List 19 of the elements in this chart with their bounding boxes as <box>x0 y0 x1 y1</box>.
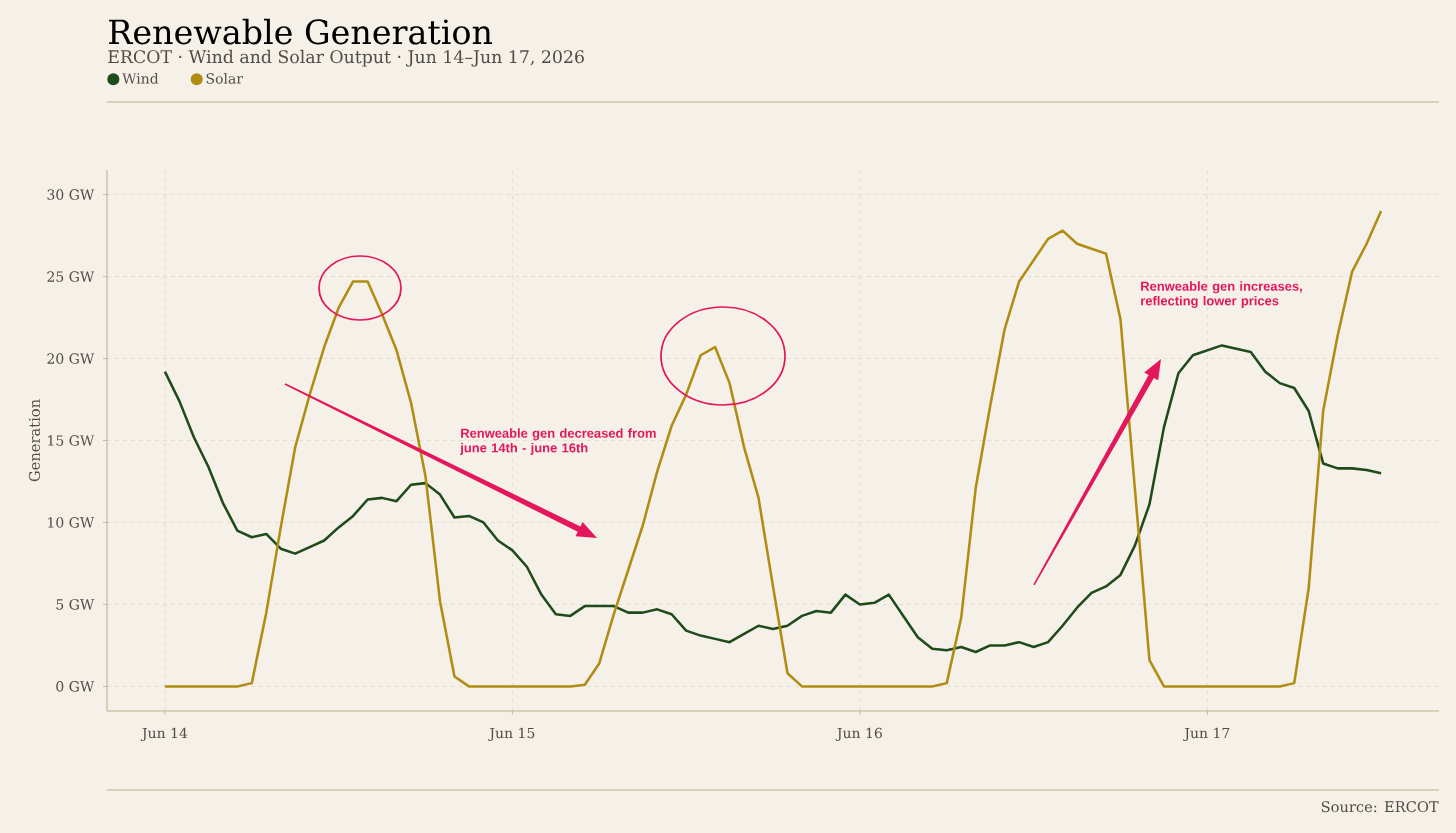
chart-title: Renewable Generation <box>109 18 493 45</box>
x-tick-label: Jun 14 <box>140 727 188 742</box>
y-tick-label: 0 GW <box>56 681 95 692</box>
y-tick-label: 30 GW <box>47 189 95 200</box>
x-tick-label: Jun 15 <box>488 727 535 742</box>
y-axis-title: Generation <box>28 399 40 482</box>
y-tick-label: 10 GW <box>48 517 95 528</box>
y-tick-label: 15 GW <box>48 435 95 446</box>
legend-label: Wind <box>122 72 159 84</box>
chart-subtitle: ERCOT · Wind and Solar Output · Jun 14–Jun 17, 2026 <box>108 49 584 67</box>
annotation: Renweable gen decreased from june 14th - june 16th <box>460 428 656 455</box>
y-tick-label: 5 GW <box>56 599 95 610</box>
y-tick-label: 25 GW <box>47 271 95 282</box>
source-note: Source: ERCOT <box>1321 801 1439 813</box>
y-tick-label: 20 GW <box>47 353 95 364</box>
legend-label: Solar <box>206 72 243 84</box>
x-tick-label: Jun 16 <box>835 727 882 742</box>
annotation: Renweable gen increases, reflecting lower prices <box>1141 281 1302 309</box>
x-tick-label: Jun 17 <box>1183 727 1230 742</box>
